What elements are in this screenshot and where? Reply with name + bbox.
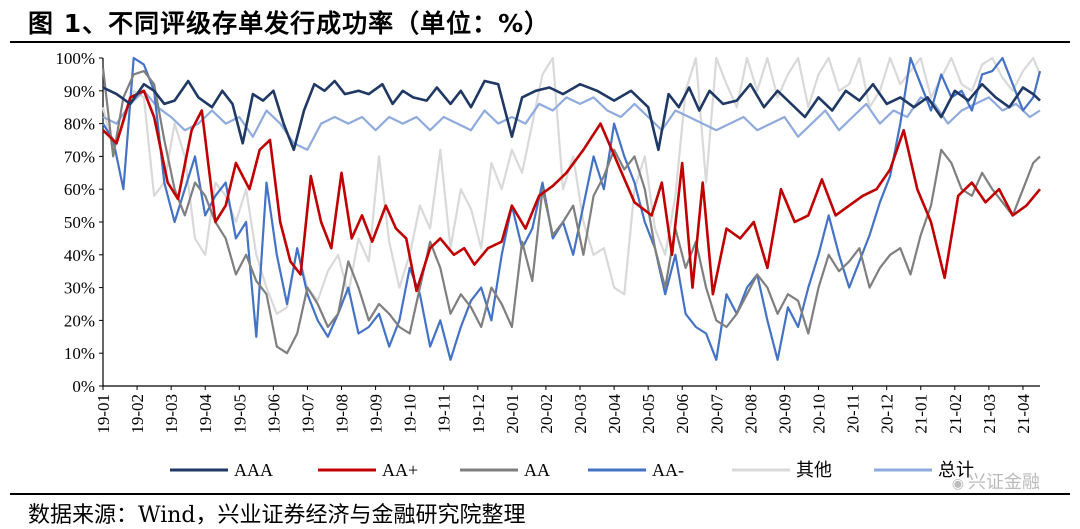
legend-label: 总计 — [938, 460, 974, 480]
axis-layer: 0% 10% 20% 30% 40% 50% 60% 70% 80% 90% 100% 19-01 19… — [55, 49, 1040, 434]
watermark: ◉ 兴证金融 — [952, 468, 1040, 494]
series-line-aa — [101, 67, 1041, 355]
x-tick-label: 19-07 — [298, 394, 317, 434]
x-tick-label: 21-02 — [946, 394, 965, 434]
y-tick-label: 70% — [64, 147, 95, 166]
x-tick-label: 19-08 — [333, 394, 352, 434]
legend-label: AAA — [234, 460, 273, 480]
y-tick-label: 0% — [72, 377, 95, 396]
y-tick-label: 30% — [64, 279, 95, 298]
legend-label: AA — [524, 460, 550, 480]
series-line-total — [102, 89, 1041, 151]
x-tick-label: 19-01 — [94, 394, 113, 434]
y-tick-label: 90% — [64, 82, 95, 101]
x-tick-label: 20-05 — [639, 394, 658, 434]
x-tick-label: 20-10 — [810, 394, 829, 434]
x-tick-label: 20-04 — [605, 394, 624, 434]
x-tick-label: 20-06 — [673, 394, 692, 434]
series-layer — [101, 56, 1042, 361]
x-tick-label: 21-03 — [980, 394, 999, 434]
y-tick-label: 40% — [64, 246, 95, 265]
x-tick-label: 21-04 — [1014, 394, 1033, 434]
x-tick-label: 19-11 — [435, 394, 454, 433]
wechat-icon: ◉ — [951, 476, 964, 492]
top-rule — [10, 41, 1070, 43]
source-note: 数据来源：Wind，兴业证券经济与金融研究院整理 — [28, 503, 526, 528]
series-line-other — [101, 56, 1042, 315]
legend: AAA AA+ AA AA- 其他 总计 — [170, 460, 974, 480]
x-tick-label: 19-10 — [401, 394, 420, 434]
legend-label: AA+ — [382, 460, 418, 480]
x-tick-label: 20-12 — [878, 394, 897, 434]
x-tick-label: 20-08 — [741, 394, 760, 434]
x-tick-label: 19-06 — [264, 394, 283, 434]
y-tick-label: 50% — [64, 213, 95, 232]
x-tick-label: 19-03 — [162, 394, 181, 434]
series-line-aa-minusplus — [102, 89, 1042, 296]
x-tick-label: 19-12 — [469, 394, 488, 434]
y-tick-label: 20% — [64, 311, 95, 330]
x-tick-label: 19-09 — [367, 394, 386, 434]
legend-label: 其他 — [796, 460, 832, 480]
bottom-rule — [10, 493, 1070, 495]
y-tick-label: 10% — [64, 344, 95, 363]
x-tick-label: 20-03 — [571, 394, 590, 434]
x-tick-label: 19-04 — [196, 394, 215, 434]
y-tick-label: 60% — [64, 180, 95, 199]
x-tick-label: 20-01 — [503, 394, 522, 434]
chart-title: 图 1、不同评级存单发行成功率（单位：%） — [28, 9, 551, 38]
watermark-text: 兴证金融 — [968, 472, 1040, 493]
x-tick-label: 20-02 — [537, 394, 556, 434]
y-tick-label: 100% — [55, 49, 95, 68]
legend-label: AA- — [652, 460, 684, 480]
series-line-aaa — [102, 79, 1041, 152]
x-tick-label: 20-09 — [775, 394, 794, 434]
x-tick-label: 19-02 — [128, 394, 147, 434]
x-tick-label: 20-07 — [707, 394, 726, 434]
x-tick-label: 20-11 — [844, 394, 863, 433]
x-tick-label: 19-05 — [230, 394, 249, 434]
x-tick-label: 21-01 — [912, 394, 931, 434]
y-tick-label: 80% — [64, 115, 95, 134]
